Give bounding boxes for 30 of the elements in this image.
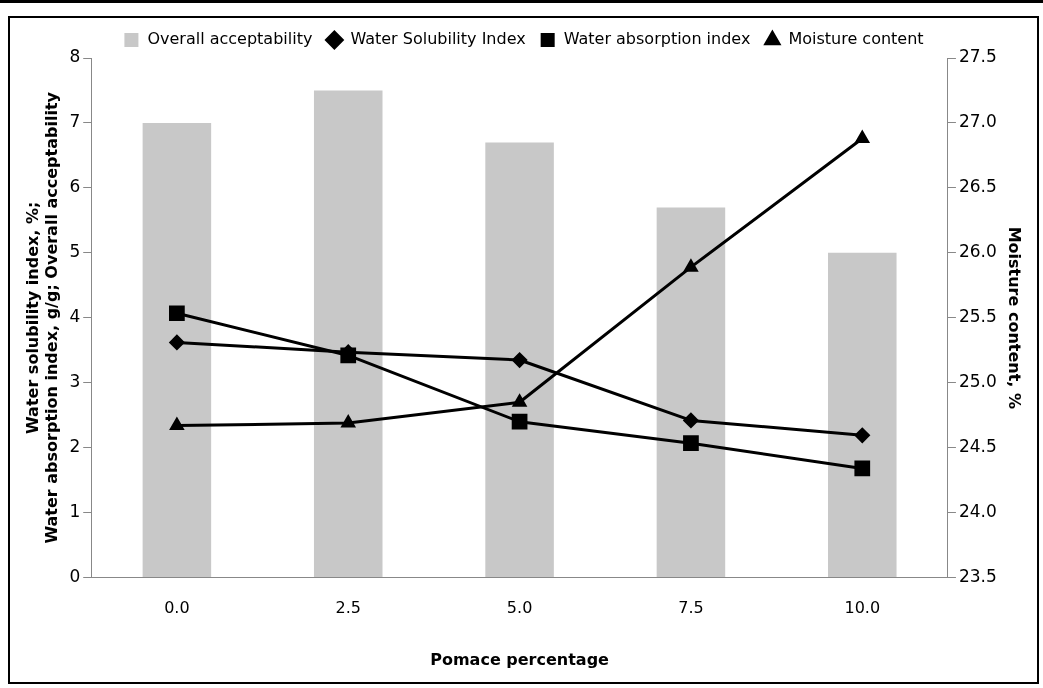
legend-label: Moisture content [788, 29, 924, 49]
y-tick-label: 2 [69, 436, 81, 457]
y-tick-label: 0 [69, 566, 81, 587]
x-tick-label: 2.5 [335, 598, 361, 618]
y2-tick-label: 24.5 [958, 436, 997, 457]
y2-tick-label: 26.5 [958, 176, 997, 197]
x-tick-label: 10.0 [844, 598, 881, 618]
x-tick-label: 5.0 [506, 598, 533, 618]
y-tick-label: 1 [69, 501, 81, 522]
y-tick-label: 7 [69, 111, 81, 132]
y2-tick-label: 26.0 [958, 241, 997, 262]
y2-tick-label: 27.0 [958, 111, 997, 132]
y2-tick-label: 25.5 [958, 306, 997, 327]
y-tick-label: 8 [69, 46, 81, 67]
legend-label: Overall acceptability [147, 29, 313, 49]
y-tick-label: 4 [69, 306, 81, 327]
y2-axis-title: Moisture content, % [1005, 226, 1025, 409]
legend-label: Water Solubility Index [350, 29, 526, 49]
y-tick-label: 5 [69, 241, 81, 262]
y2-tick-label: 24.0 [958, 501, 997, 522]
y-tick-label: 6 [69, 176, 81, 197]
x-tick-label: 0.0 [164, 598, 190, 618]
x-axis-title: Pomace percentage [430, 649, 610, 669]
y2-tick-label: 27.5 [958, 46, 997, 67]
x-tick-label: 7.5 [678, 598, 704, 618]
legend-label: Water absorption index [563, 29, 751, 49]
y2-tick-label: 23.5 [958, 566, 997, 587]
y-tick-label: 3 [69, 371, 81, 392]
y-axis-title: Water solubility index, %; Water absorption index, g/g; Overall acceptability [22, 91, 61, 544]
y2-tick-label: 25.0 [958, 371, 997, 392]
